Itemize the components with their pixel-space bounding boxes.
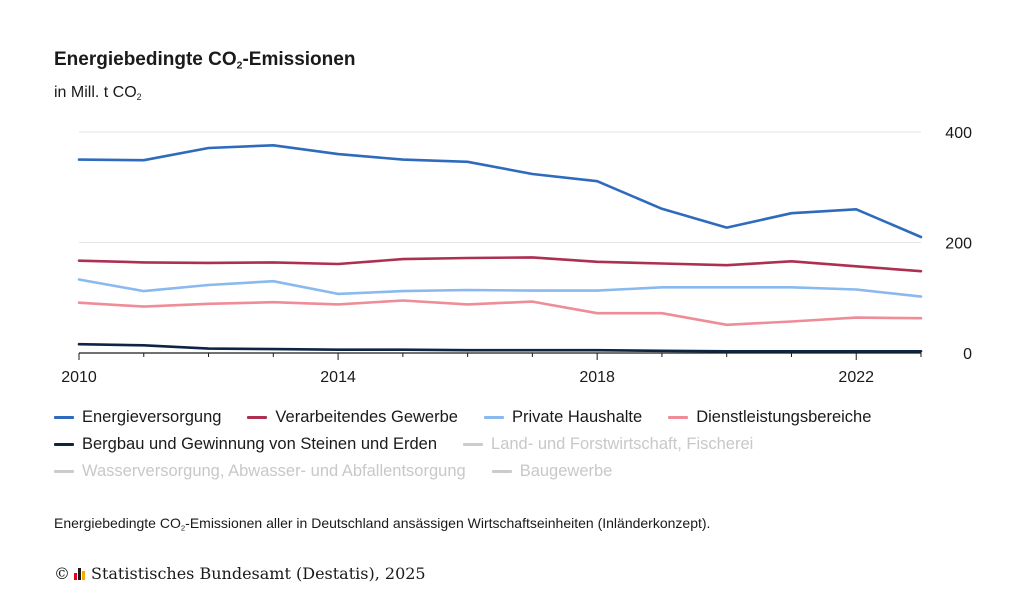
y-tick-label: 200 [945, 236, 972, 253]
legend-swatch [54, 443, 74, 446]
chart-legend: Energieversorgung Verarbeitendes Gewerbe… [54, 404, 954, 485]
legend-item-private-haushalte[interactable]: Private Haushalte [483, 408, 643, 427]
chart-title-suffix: -Emissionen [242, 49, 356, 70]
legend-swatch [463, 443, 484, 446]
legend-swatch [483, 416, 504, 419]
legend-swatch [668, 416, 689, 419]
legend-label: Dienstleistungsbereiche [696, 408, 872, 426]
legend-item-wasserversorgung[interactable]: Wasserversorgung, Abwasser- und Abfallen… [54, 462, 466, 481]
chart-unit-label: in Mill. t CO2 [54, 84, 142, 102]
x-tick-label: 2014 [320, 369, 356, 386]
legend-label: Baugewerbe [519, 462, 613, 480]
unit-subscript: 2 [136, 92, 142, 103]
series-line-2 [77, 256, 923, 273]
legend-label: Energieversorgung [82, 408, 222, 426]
footnote-subscript: 2 [180, 523, 186, 533]
logo-bar [82, 570, 85, 580]
series-line-1 [77, 144, 923, 239]
chart-title: Energiebedingte CO2-Emissionen [54, 49, 355, 72]
legend-label: Wasserversorgung, Abwasser- und Abfallen… [82, 462, 466, 480]
y-tick-label: 0 [963, 346, 972, 363]
legend-row: Energieversorgung Verarbeitendes Gewerbe… [54, 404, 954, 431]
axes: 0 200 400 2010 2014 2018 2022 [61, 125, 972, 386]
chart-title-text: Energiebedingte CO [54, 49, 237, 70]
footnote-text: Energiebedingte CO [54, 515, 181, 531]
legend-item-verarbeitendes-gewerbe[interactable]: Verarbeitendes Gewerbe [247, 408, 458, 427]
legend-item-bergbau[interactable]: Bergbau und Gewinnung von Steinen und Er… [54, 435, 437, 454]
legend-swatch [491, 470, 512, 473]
series-lines [77, 144, 923, 353]
legend-item-energieversorgung[interactable]: Energieversorgung [54, 408, 221, 427]
destatis-logo-icon [74, 567, 86, 580]
legend-row: Wasserversorgung, Abwasser- und Abfallen… [54, 458, 954, 485]
chart-title-subscript: 2 [236, 60, 243, 72]
legend-item-baugewerbe[interactable]: Baugewerbe [491, 462, 613, 481]
copyright-symbol: © [54, 564, 70, 583]
legend-label: Verarbeitendes Gewerbe [275, 408, 458, 426]
series-line-3 [77, 278, 923, 298]
line-chart: 0 200 400 2010 2014 2018 2022 [61, 125, 972, 386]
logo-bar [78, 567, 81, 580]
chart-footnote: Energiebedingte CO2-Emissionen aller in … [54, 515, 710, 533]
legend-item-land-forstwirtschaft[interactable]: Land- und Forstwirtschaft, Fischerei [463, 435, 753, 454]
source-credit: © Statistisches Bundesamt (Destatis), 20… [54, 564, 426, 583]
legend-label: Land- und Forstwirtschaft, Fischerei [491, 435, 754, 453]
legend-swatch [54, 416, 74, 419]
x-tick-label: 2010 [61, 369, 97, 386]
source-text: Statistisches Bundesamt (Destatis), 2025 [91, 564, 426, 583]
unit-text: in Mill. t CO [54, 84, 137, 101]
logo-bar [74, 572, 77, 580]
series-line-4 [77, 299, 923, 327]
y-tick-label: 400 [945, 125, 972, 142]
legend-item-dienstleistungsbereiche[interactable]: Dienstleistungsbereiche [668, 408, 871, 427]
legend-swatch [54, 470, 74, 473]
legend-label: Bergbau und Gewinnung von Steinen und Er… [82, 435, 438, 453]
legend-row: Bergbau und Gewinnung von Steinen und Er… [54, 431, 954, 458]
legend-label: Private Haushalte [511, 408, 643, 426]
series-line-5 [77, 342, 923, 353]
footnote-text-suffix: -Emissionen aller in Deutschland ansässi… [185, 515, 711, 531]
grid-lines [79, 131, 921, 243]
x-tick-label: 2022 [838, 369, 874, 386]
legend-swatch [247, 416, 268, 419]
x-tick-label: 2018 [579, 369, 615, 386]
